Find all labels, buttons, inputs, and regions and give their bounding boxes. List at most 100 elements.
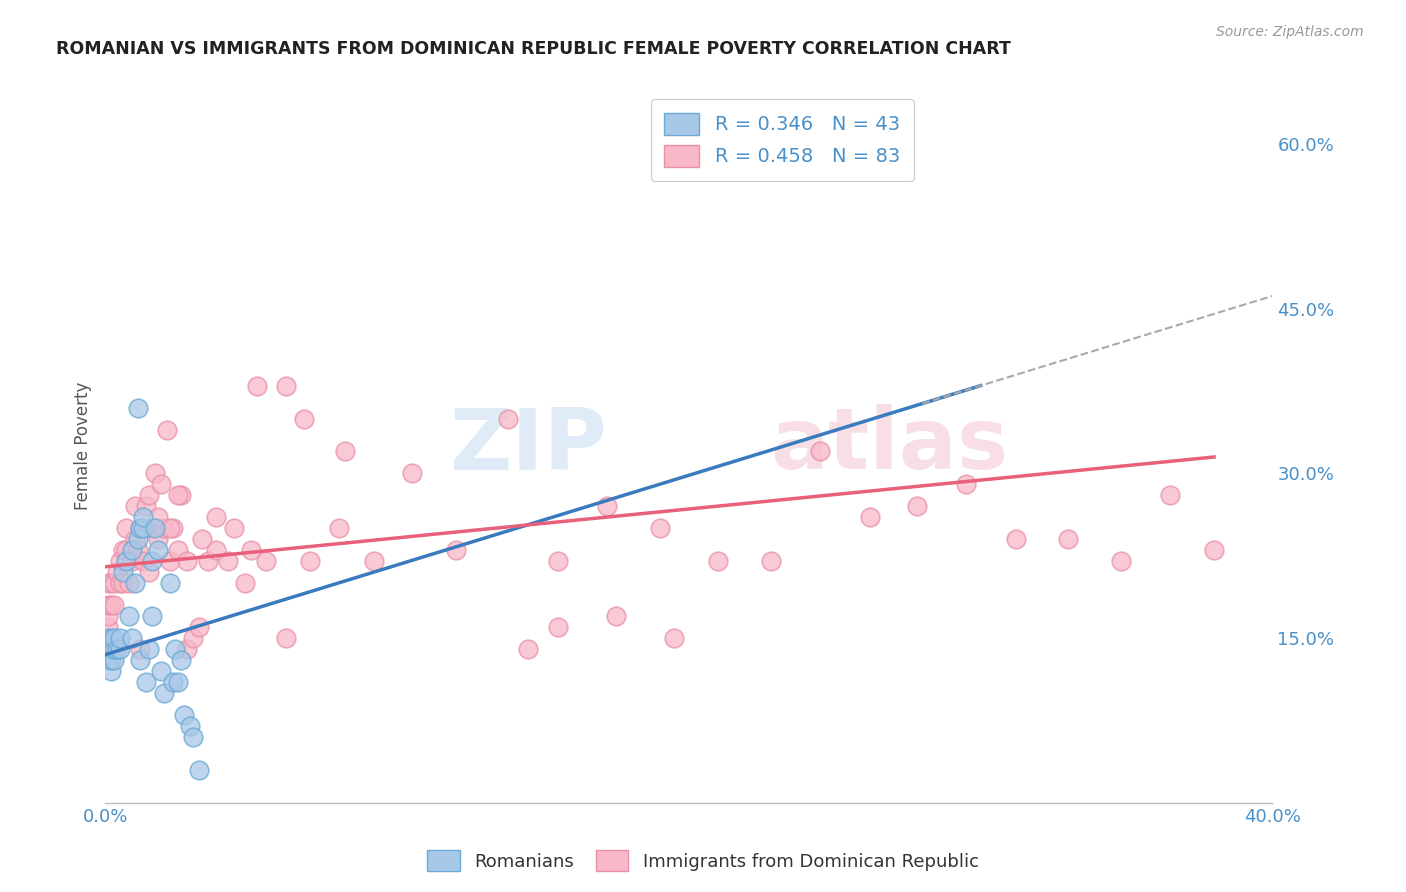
Point bbox=[129, 642, 152, 657]
Point bbox=[121, 554, 143, 568]
Point bbox=[103, 576, 125, 591]
Point bbox=[401, 467, 423, 481]
Point bbox=[648, 521, 671, 535]
Point bbox=[100, 598, 122, 612]
Point bbox=[143, 521, 166, 535]
Point bbox=[100, 576, 122, 591]
Point bbox=[121, 631, 143, 645]
Point bbox=[205, 510, 228, 524]
Point bbox=[100, 664, 122, 678]
Point bbox=[103, 653, 125, 667]
Point bbox=[100, 631, 122, 645]
Point bbox=[146, 543, 169, 558]
Point bbox=[111, 543, 134, 558]
Point bbox=[292, 411, 315, 425]
Point bbox=[859, 510, 882, 524]
Point bbox=[664, 631, 686, 645]
Point bbox=[135, 500, 157, 514]
Point bbox=[132, 510, 155, 524]
Point bbox=[118, 576, 141, 591]
Point bbox=[124, 576, 146, 591]
Y-axis label: Female Poverty: Female Poverty bbox=[73, 382, 91, 510]
Point bbox=[596, 500, 619, 514]
Point bbox=[153, 686, 174, 700]
Point bbox=[167, 488, 190, 502]
Point bbox=[108, 554, 131, 568]
Text: ZIP: ZIP bbox=[450, 404, 607, 488]
Point bbox=[100, 653, 122, 667]
Point bbox=[170, 488, 193, 502]
Point bbox=[108, 631, 131, 645]
Point bbox=[181, 631, 204, 645]
Point bbox=[333, 444, 356, 458]
Point bbox=[1004, 533, 1026, 547]
Point bbox=[205, 543, 228, 558]
Point bbox=[141, 609, 163, 624]
Point bbox=[276, 378, 298, 392]
Point bbox=[129, 521, 152, 535]
Point bbox=[111, 566, 134, 580]
Point bbox=[97, 642, 120, 657]
Text: atlas: atlas bbox=[770, 404, 1010, 488]
Point bbox=[167, 543, 190, 558]
Legend: Romanians, Immigrants from Dominican Republic: Romanians, Immigrants from Dominican Rep… bbox=[420, 843, 986, 879]
Point bbox=[179, 719, 201, 733]
Point bbox=[103, 631, 125, 645]
Point bbox=[276, 631, 298, 645]
Point bbox=[1159, 488, 1181, 502]
Point bbox=[197, 554, 219, 568]
Point bbox=[103, 642, 125, 657]
Point bbox=[115, 521, 138, 535]
Point bbox=[105, 642, 128, 657]
Point bbox=[141, 554, 163, 568]
Point bbox=[328, 521, 350, 535]
Point bbox=[905, 500, 928, 514]
Point bbox=[170, 653, 193, 667]
Point bbox=[759, 554, 782, 568]
Point bbox=[146, 510, 169, 524]
Point bbox=[176, 642, 198, 657]
Point bbox=[121, 543, 143, 558]
Point bbox=[162, 675, 184, 690]
Point bbox=[153, 521, 174, 535]
Point bbox=[240, 543, 263, 558]
Point bbox=[143, 467, 166, 481]
Point bbox=[246, 378, 269, 392]
Point bbox=[132, 521, 155, 535]
Point bbox=[115, 543, 138, 558]
Point bbox=[97, 609, 120, 624]
Point bbox=[707, 554, 730, 568]
Point bbox=[159, 554, 181, 568]
Point bbox=[149, 664, 172, 678]
Point bbox=[1109, 554, 1132, 568]
Legend: R = 0.346   N = 43, R = 0.458   N = 83: R = 0.346 N = 43, R = 0.458 N = 83 bbox=[651, 99, 914, 181]
Point bbox=[124, 533, 146, 547]
Point bbox=[118, 609, 141, 624]
Point bbox=[129, 653, 152, 667]
Point bbox=[138, 566, 160, 580]
Point bbox=[97, 631, 120, 645]
Point bbox=[146, 533, 169, 547]
Point bbox=[127, 401, 149, 415]
Point bbox=[111, 576, 134, 591]
Point bbox=[955, 477, 977, 491]
Point bbox=[127, 543, 149, 558]
Point bbox=[222, 521, 245, 535]
Text: Source: ZipAtlas.com: Source: ZipAtlas.com bbox=[1216, 25, 1364, 39]
Point bbox=[129, 521, 152, 535]
Point bbox=[444, 543, 467, 558]
Text: ROMANIAN VS IMMIGRANTS FROM DOMINICAN REPUBLIC FEMALE POVERTY CORRELATION CHART: ROMANIAN VS IMMIGRANTS FROM DOMINICAN RE… bbox=[56, 40, 1011, 58]
Point bbox=[187, 620, 209, 634]
Point bbox=[547, 554, 569, 568]
Point bbox=[1202, 543, 1225, 558]
Point bbox=[156, 423, 179, 437]
Point bbox=[97, 642, 120, 657]
Point bbox=[103, 598, 125, 612]
Point bbox=[108, 642, 131, 657]
Point bbox=[165, 642, 187, 657]
Point bbox=[176, 554, 198, 568]
Point bbox=[132, 554, 155, 568]
Point bbox=[97, 576, 120, 591]
Point bbox=[187, 763, 209, 777]
Point bbox=[162, 521, 184, 535]
